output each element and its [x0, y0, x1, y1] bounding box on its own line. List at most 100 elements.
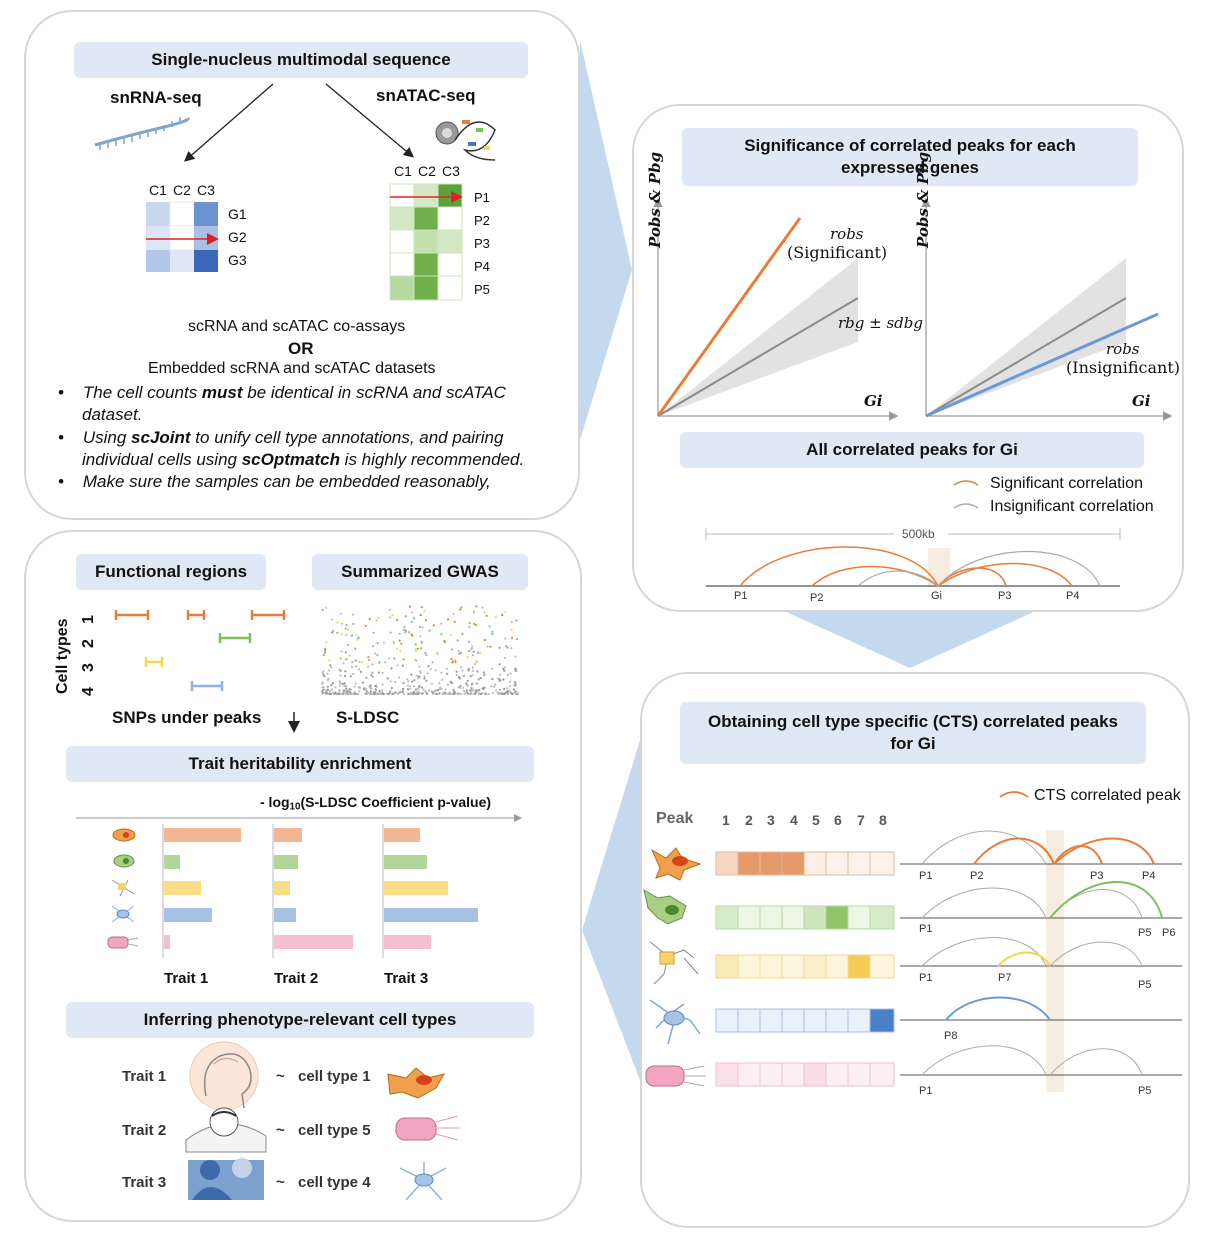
cell-type-5-oligodendrocyte-icon [395, 1115, 460, 1141]
rna-row-2: G2 [228, 229, 247, 245]
gwas-point [412, 685, 416, 688]
gwas-point [370, 674, 373, 677]
gwas-point [480, 692, 483, 696]
panel-c-title: Obtaining cell type specific (CTS) corre… [680, 702, 1146, 764]
gwas-point [368, 617, 371, 621]
row3-locus-p5: P5 [1138, 979, 1152, 991]
panel-b-title2: All correlated peaks for Gi [680, 432, 1144, 468]
atac-col-2: C2 [418, 163, 436, 179]
gwas-point [372, 631, 375, 634]
bullet-2: • Using scJoint to unify cell type annot… [58, 428, 525, 469]
legend-sig-swatch [953, 480, 979, 486]
gwas-point [505, 645, 508, 648]
panel-b-title: Significance of correlated peaks for eac… [682, 128, 1138, 186]
gwas-point [399, 649, 402, 652]
gwas-point [446, 672, 449, 676]
gwas-point [353, 691, 356, 694]
snatac-label: snATAC-seq [376, 86, 476, 105]
gwas-point [414, 643, 417, 646]
gwas-point [398, 632, 401, 635]
gwas-point [331, 631, 334, 634]
gwas-point [440, 622, 443, 625]
row1-locus-p2: P2 [970, 870, 984, 882]
gwas-point [494, 683, 497, 686]
gwas-point [331, 688, 334, 691]
gwas-point [396, 618, 399, 622]
gwas-point [400, 642, 403, 645]
gwas-point [334, 686, 337, 689]
gwas-point [453, 691, 457, 694]
gwas-point [435, 692, 438, 696]
gwas-point [409, 605, 412, 608]
gwas-point [415, 647, 418, 650]
gwas-point [417, 687, 420, 690]
trait1-bar-yellow [164, 881, 201, 895]
gwas-point [509, 685, 512, 688]
gwas-point [452, 613, 455, 616]
gwas-point [489, 645, 492, 648]
gwas-point [374, 688, 377, 691]
gwas-point [418, 665, 421, 668]
gwas-point [340, 650, 343, 653]
gwas-point [344, 627, 347, 630]
left-rbg-line [657, 297, 859, 417]
pair2-trait: Trait 2 [122, 1122, 167, 1139]
gwas-point [516, 691, 519, 695]
gwas-point [477, 678, 480, 681]
gwas-point [371, 671, 374, 674]
gwas-point [473, 610, 476, 613]
gwas-point [390, 667, 393, 670]
gwas-point [340, 632, 343, 636]
gwas-point [339, 612, 342, 615]
trait1-bar-blue [164, 908, 212, 922]
gwas-point [434, 689, 437, 692]
gwas-point [378, 661, 381, 664]
gwas-point [388, 608, 392, 612]
gwas-point [472, 689, 475, 692]
gwas-point [514, 692, 517, 696]
gwas-point [338, 668, 341, 672]
gwas-point [336, 631, 339, 635]
gwas-point [510, 628, 513, 631]
pair3-trait: Trait 3 [122, 1174, 167, 1191]
snrna-label: snRNA-seq [110, 88, 202, 107]
gwas-point [401, 690, 404, 693]
gwas-point [402, 687, 405, 691]
gwas-point [470, 647, 473, 650]
gwas-point [407, 631, 411, 634]
gwas-point [445, 667, 448, 670]
gwas-point [354, 647, 357, 650]
gwas-point [386, 677, 389, 680]
peak-number-5: 5 [812, 812, 820, 828]
gwas-point [425, 619, 428, 622]
gwas-point [431, 661, 434, 664]
pair3-cell: cell type 4 [298, 1174, 371, 1191]
gwas-point [502, 667, 505, 671]
cell-type-1-neuron-icon [387, 1067, 446, 1099]
gwas-point [356, 692, 359, 696]
gwas-point [510, 636, 514, 639]
gwas-point [361, 660, 364, 664]
gwas-point [498, 688, 501, 691]
gwas-point [362, 688, 366, 691]
gwas-point [459, 651, 462, 654]
gwas-point [446, 683, 450, 686]
gwas-point [481, 687, 484, 690]
gwas-point [326, 672, 329, 675]
gwas-point [483, 673, 486, 677]
panel-significance [632, 104, 1184, 612]
gwas-point [353, 685, 356, 688]
gwas-point [377, 616, 380, 619]
gwas-point [471, 669, 474, 673]
gwas-point [450, 657, 453, 661]
gwas-point [339, 682, 342, 685]
functional-regions-title: Functional regions [76, 554, 266, 590]
peak-number-7: 7 [857, 812, 865, 828]
gwas-point [515, 619, 518, 622]
